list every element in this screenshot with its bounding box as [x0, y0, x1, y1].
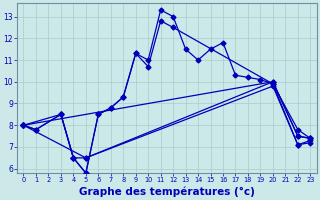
X-axis label: Graphe des températures (°c): Graphe des températures (°c) [79, 186, 255, 197]
